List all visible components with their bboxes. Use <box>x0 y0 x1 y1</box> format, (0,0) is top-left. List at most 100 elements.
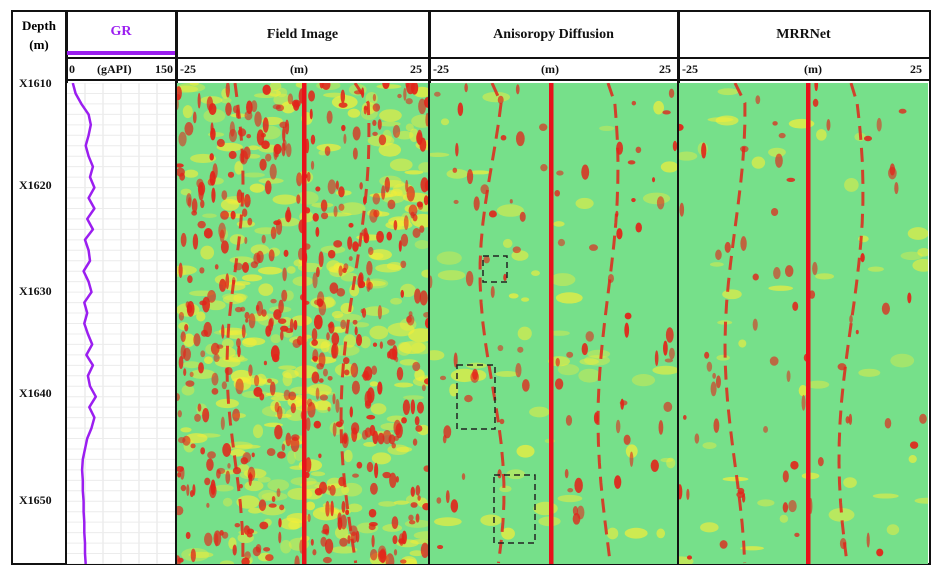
texture-spot <box>624 312 632 320</box>
subheader-separator <box>65 79 929 81</box>
texture-spot <box>635 222 642 233</box>
texture-spot <box>276 488 281 498</box>
texture-spot <box>387 199 396 210</box>
texture-spot <box>704 351 710 359</box>
texture-blob <box>446 169 469 179</box>
texture-spot <box>180 484 187 492</box>
texture-spot <box>207 290 216 303</box>
texture-spot <box>315 266 320 278</box>
texture-blob <box>449 383 459 397</box>
image-background <box>679 83 928 564</box>
texture-spot <box>338 265 343 277</box>
texture-spot <box>258 499 267 511</box>
texture-blob <box>286 266 296 274</box>
texture-blob <box>506 469 526 480</box>
texture-spot <box>790 460 799 470</box>
texture-spot <box>398 533 405 546</box>
texture-blob <box>660 161 677 173</box>
highlight-box <box>482 255 508 283</box>
texture-spot <box>585 331 594 342</box>
texture-spot <box>184 121 194 136</box>
texture-spot <box>315 226 320 238</box>
fracture-trace <box>837 83 865 564</box>
texture-blob <box>516 444 535 458</box>
field-unit: (m) <box>290 62 308 76</box>
texture-blob <box>371 452 392 465</box>
texture-spot <box>310 134 316 145</box>
texture-spot <box>312 549 317 556</box>
texture-spot <box>313 420 322 429</box>
texture-spot <box>246 100 253 114</box>
texture-spot <box>712 372 716 379</box>
texture-spot <box>566 351 574 358</box>
texture-spot <box>185 531 191 540</box>
texture-blob <box>306 383 332 397</box>
texture-spot <box>363 232 370 244</box>
texture-spot <box>340 514 347 530</box>
texture-spot <box>710 381 717 397</box>
texture-spot <box>207 451 216 459</box>
texture-spot <box>382 83 390 90</box>
texture-blob <box>652 365 677 375</box>
texture-spot <box>197 92 201 109</box>
texture-blob <box>259 504 286 516</box>
texture-blob <box>660 457 674 463</box>
texture-spot <box>325 500 330 517</box>
texture-spot <box>189 371 194 377</box>
texture-blob <box>232 281 251 286</box>
texture-spot <box>259 521 269 530</box>
texture-spot <box>812 98 819 107</box>
depth-tick-1610: X1610 <box>19 76 52 90</box>
texture-spot <box>368 246 374 256</box>
texture-spot <box>782 470 789 483</box>
texture-spot <box>741 494 746 503</box>
texture-spot <box>335 398 340 413</box>
texture-spot <box>778 132 786 139</box>
texture-blob <box>653 100 664 115</box>
texture-spot <box>278 299 284 314</box>
texture-spot <box>312 349 319 363</box>
texture-blob <box>247 145 260 151</box>
texture-spot <box>372 103 381 112</box>
texture-spot <box>280 330 284 341</box>
texture-spot <box>615 419 621 434</box>
field-scale: -25 (m) 25 <box>177 59 428 81</box>
texture-spot <box>794 532 800 537</box>
texture-spot <box>281 443 286 452</box>
texture-spot <box>414 416 420 426</box>
texture-spot <box>564 468 569 479</box>
texture-spot <box>287 93 293 105</box>
texture-spot <box>250 261 259 269</box>
depth-tick-1640: X1640 <box>19 386 52 400</box>
texture-blob <box>287 450 296 465</box>
texture-spot <box>278 518 282 528</box>
texture-spot <box>849 315 853 324</box>
texture-spot <box>347 236 353 250</box>
texture-spot <box>274 424 283 440</box>
texture-spot <box>385 553 395 564</box>
texture-spot <box>624 322 630 338</box>
texture-spot <box>310 538 314 546</box>
texture-spot <box>403 87 407 101</box>
texture-spot <box>178 437 186 444</box>
texture-spot <box>338 102 348 108</box>
texture-spot <box>309 108 313 120</box>
texture-spot <box>187 275 193 284</box>
texture-spot <box>199 267 205 274</box>
texture-blob <box>229 449 246 457</box>
texture-spot <box>664 358 674 363</box>
texture-spot <box>308 90 315 102</box>
texture-spot <box>472 368 478 380</box>
texture-spot <box>191 198 198 213</box>
texture-spot <box>256 250 264 263</box>
texture-spot <box>268 249 275 262</box>
texture-blob <box>287 487 313 500</box>
texture-spot <box>415 132 423 145</box>
texture-spot <box>410 486 415 497</box>
texture-spot <box>296 172 303 187</box>
texture-blob <box>679 151 698 161</box>
texture-spot <box>663 401 673 412</box>
texture-spot <box>335 180 339 190</box>
texture-blob <box>269 83 282 92</box>
texture-blob <box>412 376 428 387</box>
